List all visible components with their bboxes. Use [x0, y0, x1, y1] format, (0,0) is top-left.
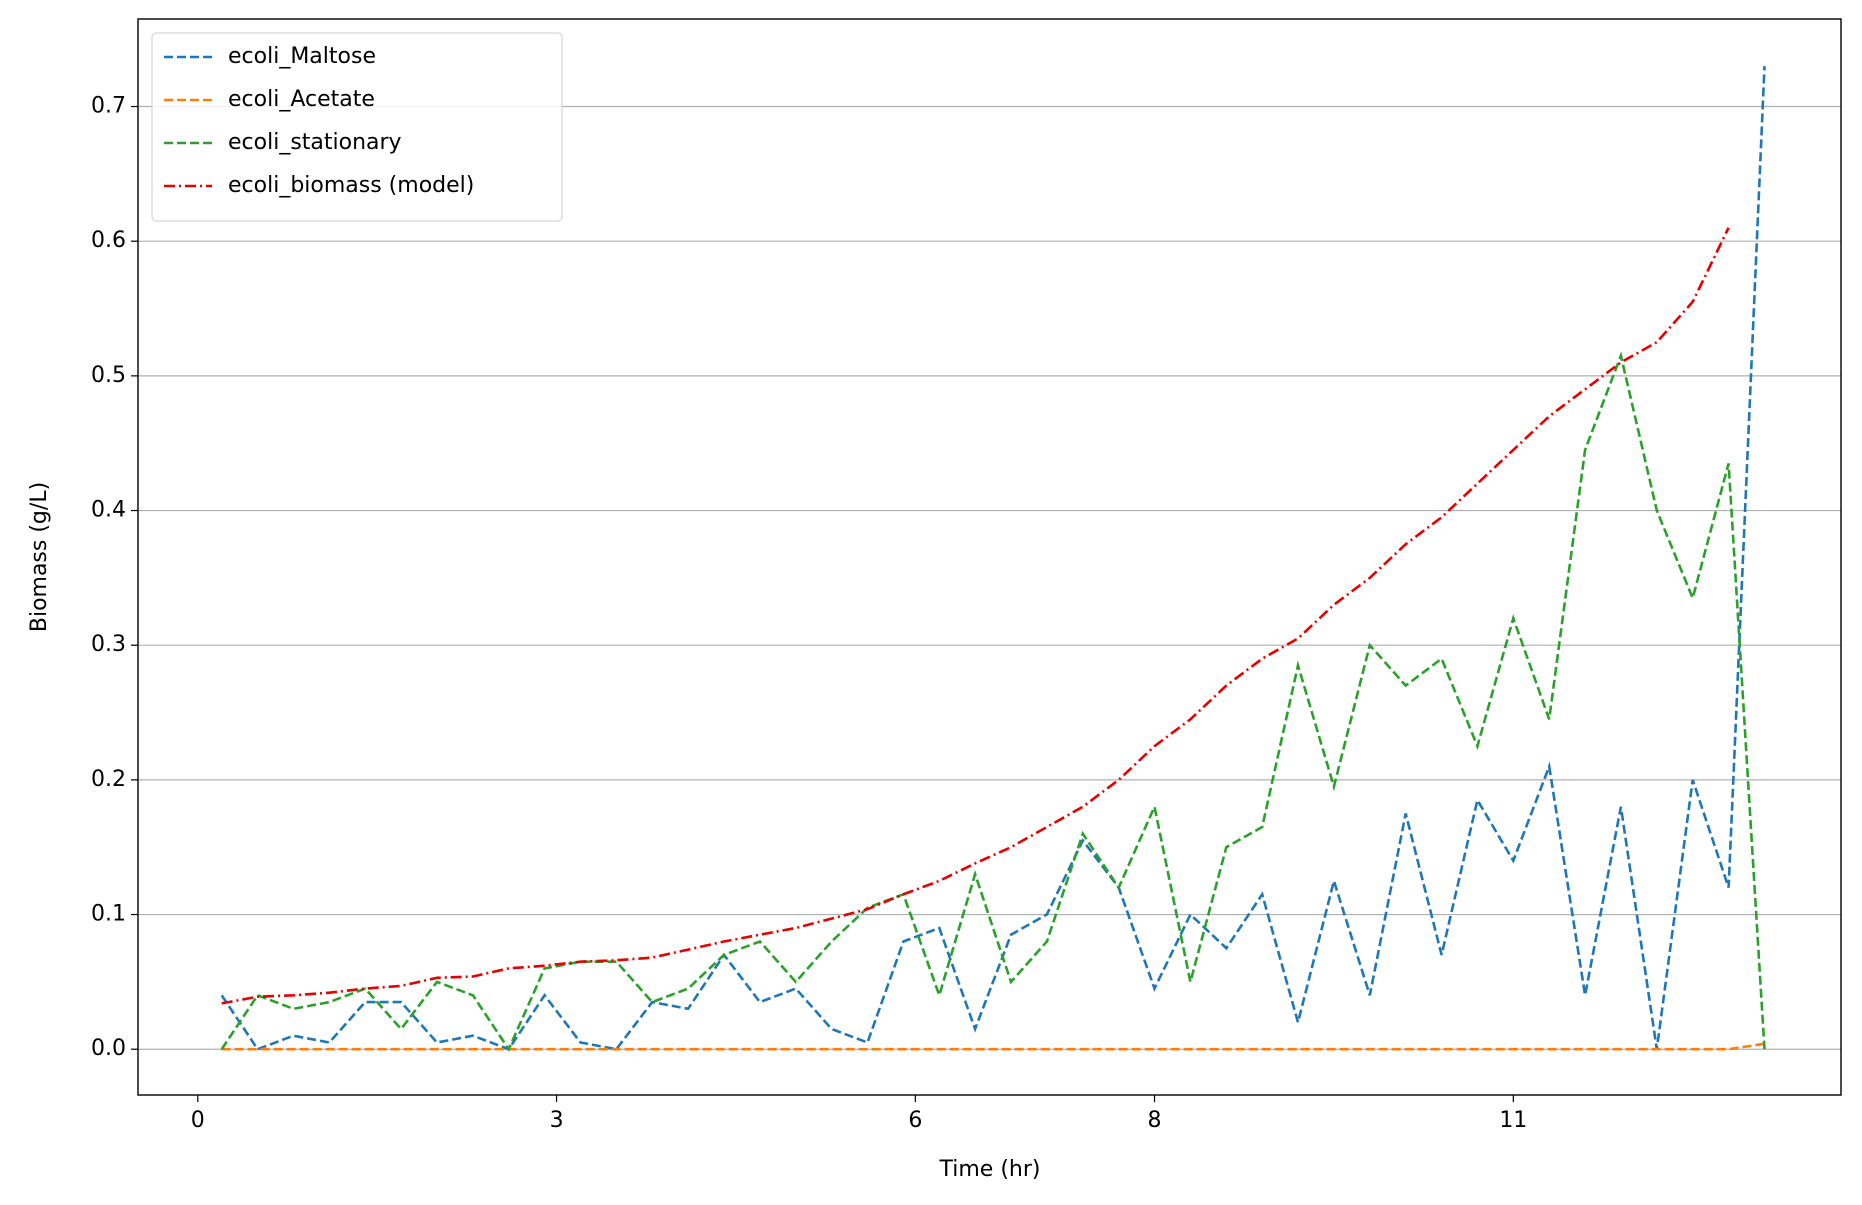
x-tick-label: 8	[1148, 1108, 1162, 1133]
x-axis-label: Time (hr)	[939, 1157, 1041, 1182]
x-tick-label: 0	[191, 1108, 205, 1133]
y-tick-label: 0.6	[91, 228, 126, 253]
y-tick-label: 0.1	[91, 902, 126, 927]
data-line	[220, 66, 1766, 1051]
y-tick-label: 0.3	[91, 632, 126, 657]
y-axis-label: Biomass (g/L)	[27, 482, 52, 632]
x-tick-label: 6	[908, 1108, 922, 1133]
legend-box	[151, 32, 563, 222]
y-tick-label: 0.0	[91, 1036, 126, 1061]
legend-label: ecoli_biomass (model)	[228, 173, 474, 198]
x-tick-label: 3	[550, 1108, 564, 1133]
data-line	[221, 227, 1730, 1005]
y-tick-label: 0.4	[91, 498, 126, 523]
legend: ecoli_Maltose ecoli_Acetate ecoli_stationa…	[151, 32, 563, 222]
data-line	[220, 351, 1766, 1052]
legend-label: ecoli_Acetate	[228, 87, 375, 112]
y-tick-label: 0.5	[91, 363, 126, 388]
y-tick-label: 0.7	[91, 94, 126, 119]
data-line	[221, 1042, 1765, 1051]
legend-label: ecoli_Maltose	[228, 44, 376, 69]
plot-frame	[137, 18, 1842, 1096]
legend-label: ecoli_stationary	[228, 130, 402, 155]
y-tick-label: 0.2	[91, 767, 126, 792]
x-tick-label: 11	[1499, 1108, 1527, 1133]
